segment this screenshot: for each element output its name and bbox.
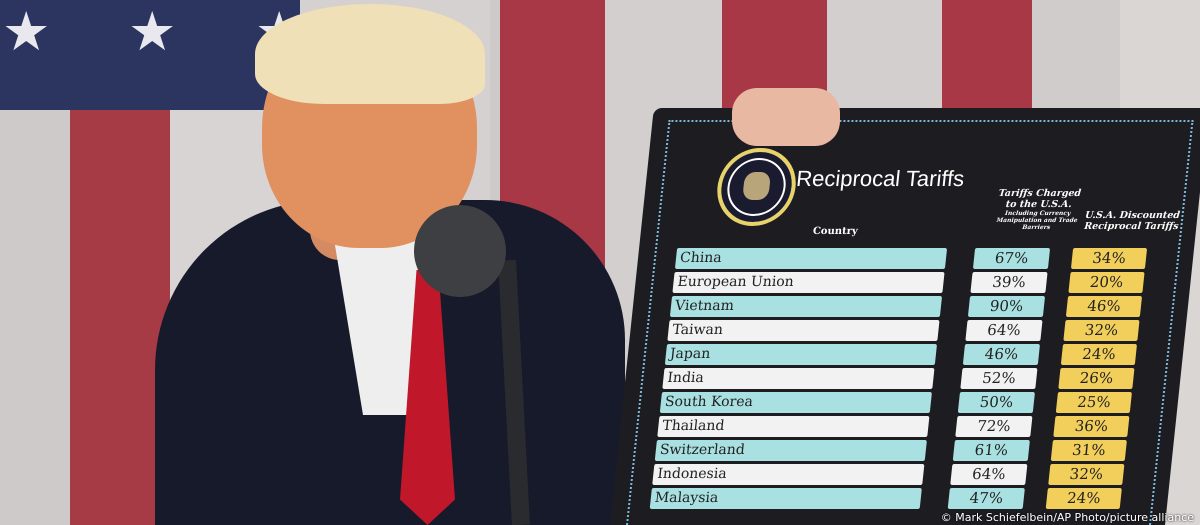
table-row: India 52% 26%	[654, 366, 1168, 390]
table-row: Vietnam 90% 46%	[662, 294, 1176, 318]
cell-charged: 50%	[957, 392, 1035, 413]
header-charged: Tariffs Charged to the U.S.A. Including …	[991, 188, 1086, 231]
cell-discounted: 26%	[1058, 368, 1135, 389]
cell-country: Vietnam	[669, 296, 943, 317]
table-row: Thailand 72% 36%	[649, 414, 1163, 438]
table-row: Malaysia 47% 24%	[642, 486, 1156, 510]
cell-country: European Union	[672, 272, 945, 293]
cell-discounted: 25%	[1055, 392, 1132, 413]
cell-country: China	[674, 248, 948, 269]
tariff-table: China 67% 34% European Union 39% 20% Vietnam 90…	[642, 246, 1181, 510]
hand	[732, 88, 840, 146]
photo-credit: © Mark Schiefelbein/AP Photo/picture all…	[940, 511, 1194, 524]
table-row: Indonesia 64% 32%	[644, 462, 1158, 486]
cell-discounted: 24%	[1045, 488, 1122, 509]
cell-charged: 67%	[972, 248, 1051, 269]
cell-country: Thailand	[657, 416, 930, 437]
cell-discounted: 46%	[1065, 296, 1143, 317]
cell-charged: 46%	[962, 344, 1041, 365]
cell-country: Indonesia	[652, 464, 925, 485]
cell-discounted: 24%	[1060, 344, 1138, 365]
cell-discounted: 20%	[1068, 272, 1145, 293]
cell-country: South Korea	[659, 392, 932, 413]
header-charged-label: Tariffs Charged to the U.S.A.	[998, 188, 1082, 210]
cell-discounted: 32%	[1048, 464, 1125, 485]
table-row: Taiwan 64% 32%	[659, 318, 1173, 342]
cell-country: India	[662, 368, 935, 389]
board-title: Reciprocal Tariffs	[795, 166, 966, 191]
cell-discounted: 31%	[1050, 440, 1127, 461]
header-charged-note: Including Currency Manipulation and Trad…	[996, 210, 1078, 231]
table-row: Switzerland 61% 31%	[647, 438, 1161, 462]
tariff-board: Reciprocal Tariffs Country Tariffs Charg…	[610, 108, 1200, 525]
cell-discounted: 32%	[1063, 320, 1140, 341]
header-country: Country	[812, 226, 859, 237]
cell-charged: 39%	[970, 272, 1048, 293]
microphone-icon	[414, 205, 506, 297]
cell-charged: 72%	[955, 416, 1033, 437]
cell-discounted: 34%	[1070, 248, 1148, 269]
table-row: South Korea 50% 25%	[652, 390, 1166, 414]
header-discounted: U.S.A. Discounted Reciprocal Tariffs	[1083, 210, 1181, 232]
table-row: European Union 39% 20%	[664, 270, 1178, 294]
cell-charged: 52%	[960, 368, 1038, 389]
cell-country: Japan	[664, 344, 938, 365]
cell-country: Switzerland	[654, 440, 927, 461]
cell-charged: 64%	[965, 320, 1043, 341]
cell-charged: 47%	[947, 488, 1025, 509]
cell-discounted: 36%	[1053, 416, 1130, 437]
table-row: Japan 46% 24%	[657, 342, 1171, 366]
cell-charged: 90%	[967, 296, 1046, 317]
cell-charged: 64%	[950, 464, 1028, 485]
table-row: China 67% 34%	[667, 246, 1181, 270]
cell-country: Malaysia	[649, 488, 922, 509]
cell-charged: 61%	[952, 440, 1030, 461]
cell-country: Taiwan	[667, 320, 940, 341]
